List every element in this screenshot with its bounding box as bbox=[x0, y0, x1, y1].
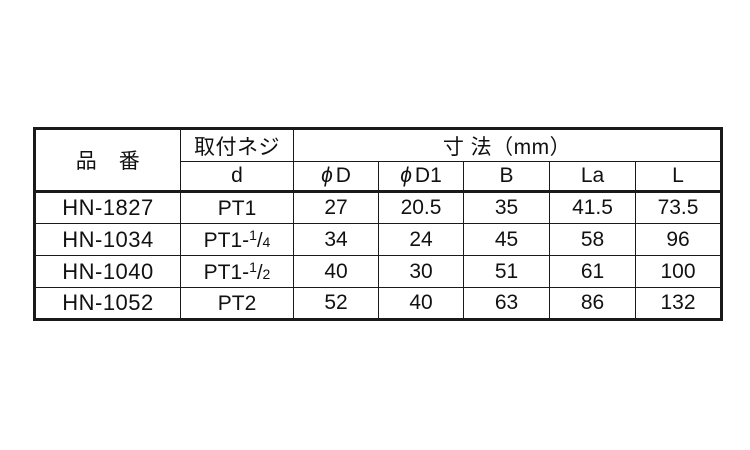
dim-cell-b: 63 bbox=[463, 287, 550, 320]
part-number-cell: HN-1827 bbox=[34, 191, 181, 224]
thread-size-cell: PT1 bbox=[180, 191, 294, 224]
dim-cell-phi-d1: 30 bbox=[378, 255, 464, 288]
part-number-cell: HN-1040 bbox=[34, 255, 181, 288]
dim-cell-l: 73.5 bbox=[635, 191, 722, 224]
col-subheader-label: D bbox=[335, 164, 351, 187]
col-subheader-label: L bbox=[672, 164, 684, 187]
dim-cell-l: 132 bbox=[635, 287, 722, 320]
col-subheader-l: L bbox=[635, 161, 722, 193]
dim-cell-phi-d: 34 bbox=[293, 223, 379, 256]
dim-cell-phi-d: 40 bbox=[293, 255, 379, 288]
thread-frac-slash: / bbox=[256, 229, 263, 252]
dim-cell-phi-d: 52 bbox=[293, 287, 379, 320]
col-header-mount-screw: 取付ネジ bbox=[180, 128, 294, 162]
header-row-1: 品 番 取付ネジ 寸 法（mm） bbox=[34, 128, 722, 193]
thread-base: PT1 bbox=[217, 197, 257, 220]
thread-frac-numerator: 1 bbox=[249, 258, 257, 275]
thread-frac-denominator: 4 bbox=[262, 233, 271, 250]
col-subheader-label: La bbox=[580, 164, 605, 187]
col-subheader-b: B bbox=[463, 161, 550, 193]
table-row: HN-1827 PT1 27 20.5 35 41.5 73.5 bbox=[34, 191, 722, 224]
dim-cell-phi-d1: 40 bbox=[378, 287, 464, 320]
part-number-cell: HN-1052 bbox=[34, 287, 181, 320]
table-row: HN-1034 PT1-1/4 34 24 45 58 96 bbox=[34, 223, 722, 256]
dim-cell-b: 35 bbox=[463, 191, 550, 224]
col-subheader-d: d bbox=[180, 161, 294, 193]
dim-cell-phi-d: 27 bbox=[293, 191, 379, 224]
dim-cell-la: 86 bbox=[549, 287, 636, 320]
col-subheader-label: B bbox=[499, 164, 514, 187]
dim-cell-b: 45 bbox=[463, 223, 550, 256]
table-row: HN-1052 PT2 52 40 63 86 132 bbox=[34, 287, 722, 320]
col-header-dimensions: 寸 法（mm） bbox=[293, 128, 722, 162]
dim-cell-la: 41.5 bbox=[549, 191, 636, 224]
dim-cell-phi-d1: 24 bbox=[378, 223, 464, 256]
table-row: HN-1040 PT1-1/2 40 30 51 61 100 bbox=[34, 255, 722, 288]
phi-symbol: ϕ bbox=[321, 164, 333, 187]
thread-base: PT1- bbox=[203, 260, 250, 284]
dim-cell-la: 61 bbox=[549, 255, 636, 288]
thread-frac-denominator: 2 bbox=[262, 265, 271, 282]
col-header-part-number: 品 番 bbox=[34, 128, 181, 193]
dim-cell-la: 58 bbox=[549, 223, 636, 256]
thread-size-cell: PT2 bbox=[180, 287, 294, 320]
thread-size-cell: PT1-1/2 bbox=[180, 255, 294, 288]
thread-base: PT2 bbox=[217, 292, 257, 315]
col-subheader-phi-d1: ϕ D1 bbox=[378, 161, 464, 193]
thread-base: PT1- bbox=[203, 228, 250, 252]
phi-symbol: ϕ bbox=[400, 164, 412, 187]
thread-frac-numerator: 1 bbox=[249, 226, 257, 243]
part-number-cell: HN-1034 bbox=[34, 223, 181, 256]
thread-frac-slash: / bbox=[256, 261, 263, 284]
col-subheader-la: La bbox=[549, 161, 636, 193]
dim-cell-l: 96 bbox=[635, 223, 722, 256]
col-subheader-label: D1 bbox=[414, 164, 442, 187]
dim-cell-l: 100 bbox=[635, 255, 722, 288]
thread-size-cell: PT1-1/4 bbox=[180, 223, 294, 256]
dim-cell-phi-d1: 20.5 bbox=[378, 191, 464, 224]
dim-cell-b: 51 bbox=[463, 255, 550, 288]
